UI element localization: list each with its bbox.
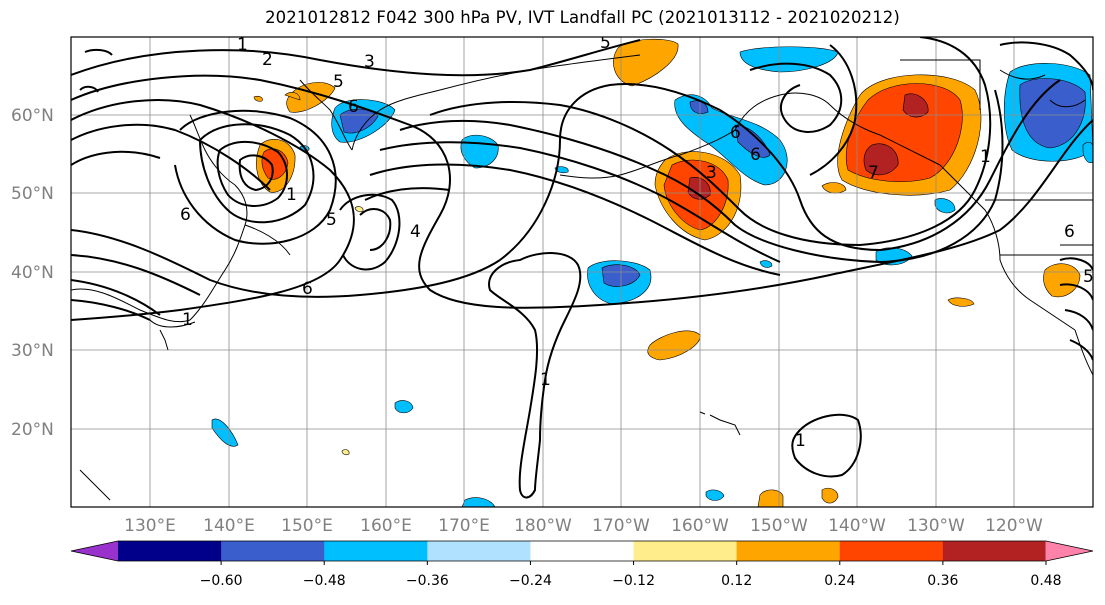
contour-label: 7 xyxy=(868,163,879,183)
colorbar-outline xyxy=(70,540,1094,562)
lat-label: 30°N xyxy=(11,341,54,361)
colorbar-segment xyxy=(839,541,944,561)
colorbar-segment xyxy=(530,541,635,561)
anomaly-negative-area xyxy=(394,400,414,414)
pv-contours xyxy=(71,37,1093,499)
colorbar-tick-label: 0.36 xyxy=(927,573,958,589)
contour-label: 1 xyxy=(237,35,248,55)
anomaly-positive-area xyxy=(821,487,839,504)
lon-label: 140°W xyxy=(828,516,886,536)
contour-label: 3 xyxy=(364,52,375,72)
lon-label: 130°W xyxy=(907,516,965,536)
contour-label: 6 xyxy=(180,205,191,225)
anomaly-positive-area xyxy=(687,177,711,200)
contour-label: 6 xyxy=(1064,222,1075,242)
anomaly-positive-area xyxy=(284,91,301,101)
colorbar-extend-high xyxy=(1045,541,1093,561)
anomaly-positive-area xyxy=(757,489,784,507)
contour-label: 5 xyxy=(1083,267,1094,287)
lon-label: 140°E xyxy=(203,516,255,536)
lon-label: 150°E xyxy=(281,516,333,536)
map-frame xyxy=(70,36,1094,508)
contour-label: 4 xyxy=(410,222,421,242)
anomaly-negative-area xyxy=(759,260,773,268)
anomaly-positive-area xyxy=(647,330,701,361)
lon-label: 170°W xyxy=(592,516,650,536)
anomaly-negative-area xyxy=(734,124,771,158)
graticule xyxy=(71,37,1093,507)
colorbar-segment xyxy=(427,541,532,561)
colorbar-segment xyxy=(633,541,738,561)
colorbar: −0.60 −0.48 −0.36 −0.24 −0.12 0.12 0.24 0.36 0.4… xyxy=(70,540,1094,589)
anomaly-negative-area xyxy=(934,198,956,214)
contour-label: 1 xyxy=(795,431,806,451)
lon-label: 170°E xyxy=(438,516,490,536)
contour-label: 2 xyxy=(262,50,273,70)
contour-label: 6 xyxy=(348,97,359,117)
contour-label: 6 xyxy=(750,145,761,165)
colorbar-tick-label: 0.48 xyxy=(1030,573,1061,589)
colorbar-tick-label: −0.12 xyxy=(612,573,655,589)
colorbar-segment xyxy=(942,541,1047,561)
anomaly-positive-area xyxy=(821,182,847,194)
anomaly-negative-area xyxy=(705,489,725,501)
anomaly-positive-area xyxy=(902,93,929,118)
anomaly-positive-area xyxy=(947,297,975,307)
anomaly-negative-area xyxy=(674,94,788,186)
contour-label: 1 xyxy=(286,185,297,205)
anomaly-positive-area xyxy=(354,206,364,213)
colorbar-segment xyxy=(324,541,428,561)
anomaly-positive-area xyxy=(613,38,679,87)
contour-label: 5 xyxy=(600,33,611,53)
lon-label: 130°E xyxy=(124,516,176,536)
contour-label: 3 xyxy=(706,163,717,183)
lat-label: 60°N xyxy=(11,106,54,126)
contour-label: 5 xyxy=(326,210,337,230)
lon-label: 180°W xyxy=(514,516,572,536)
latitude-labels: 60°N 50°N 40°N 30°N 20°N xyxy=(11,106,54,440)
lon-label: 120°W xyxy=(985,516,1043,536)
anomaly-negative-area xyxy=(1082,141,1093,163)
contour-label: 1 xyxy=(540,370,551,390)
anomaly-negative-area xyxy=(461,497,496,507)
colorbar-tick-label: −0.24 xyxy=(509,573,552,589)
contour-label: 5 xyxy=(333,72,344,92)
lat-label: 20°N xyxy=(11,420,54,440)
colorbar-extend-low xyxy=(71,541,119,561)
lat-label: 40°N xyxy=(11,263,54,283)
anomaly-positive-area xyxy=(253,95,263,102)
contour-label: 1 xyxy=(182,310,193,330)
colorbar-segment xyxy=(118,541,222,561)
colorbar-tick-label: −0.48 xyxy=(303,573,346,589)
contour-label: 6 xyxy=(730,123,741,143)
colorbar-segment xyxy=(736,541,841,561)
coastlines xyxy=(71,54,1093,501)
lon-label: 160°W xyxy=(671,516,729,536)
colorbar-segment xyxy=(221,541,325,561)
longitude-labels: 130°E 140°E 150°E 160°E 170°E 180°W 170°… xyxy=(124,516,1043,536)
figure-title: 2021012812 F042 300 hPa PV, IVT Landfall… xyxy=(265,8,900,27)
colorbar-tick-label: 0.24 xyxy=(824,573,855,589)
contour-label: 6 xyxy=(302,279,313,299)
anomaly-negative-area xyxy=(1019,78,1086,149)
contour-labels: 1 2 3 5 6 6 4 5 6 1 5 6 3 7 1 1 6 1 1 6 xyxy=(180,33,1094,451)
anomaly-negative-area xyxy=(211,418,239,447)
lat-label: 50°N xyxy=(11,184,54,204)
contour-label: 1 xyxy=(980,147,991,167)
anomaly-positive-area xyxy=(863,143,899,176)
colorbar-tick-label: 0.12 xyxy=(721,573,752,589)
lon-label: 150°W xyxy=(750,516,808,536)
anomaly-positive-area xyxy=(341,449,350,456)
map-area: 1 2 3 5 6 6 4 5 6 1 5 6 3 7 1 1 6 1 1 6 xyxy=(70,33,1094,508)
colorbar-tick-label: −0.60 xyxy=(200,573,243,589)
colorbar-tick-label: −0.36 xyxy=(406,573,449,589)
lon-label: 160°E xyxy=(360,516,412,536)
